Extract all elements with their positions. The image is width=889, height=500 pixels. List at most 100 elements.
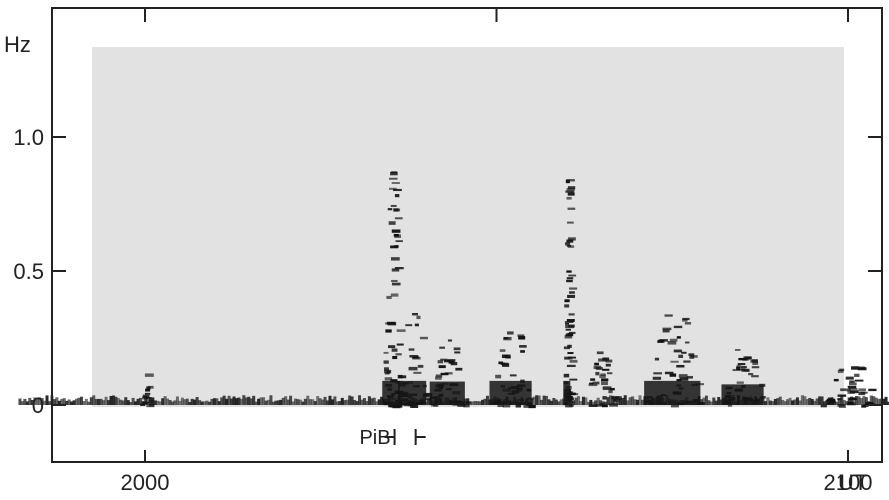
emission-mark — [605, 359, 613, 363]
baseline-mark — [60, 398, 64, 405]
baseline-mark — [23, 398, 27, 405]
spectrogram-background — [92, 47, 844, 407]
emission-mark — [676, 379, 682, 382]
baseline-mark — [621, 397, 625, 405]
baseline-mark — [276, 400, 280, 405]
baseline-mark — [840, 395, 844, 405]
baseline-mark — [786, 399, 790, 405]
baseline-mark — [805, 399, 809, 405]
emission-mark — [750, 360, 758, 363]
baseline-mark — [810, 398, 814, 405]
emission-mark — [385, 329, 392, 333]
emission-mark — [847, 390, 855, 394]
baseline-mark — [97, 398, 101, 405]
baseline-mark — [252, 395, 256, 405]
baseline-mark — [264, 400, 268, 405]
baseline-mark — [820, 396, 824, 405]
baseline-mark — [313, 401, 317, 405]
emission-mark — [391, 268, 400, 272]
baseline-mark — [232, 396, 236, 405]
baseline-mark — [212, 398, 216, 405]
baseline-mark — [631, 396, 635, 405]
emission-mark — [145, 388, 151, 392]
emission-mark — [848, 382, 857, 386]
baseline-mark — [62, 398, 66, 405]
baseline-mark — [99, 398, 103, 405]
baseline-mark — [311, 399, 315, 405]
baseline-mark — [798, 400, 802, 405]
baseline-mark — [124, 397, 128, 405]
baseline-mark — [862, 396, 866, 405]
emission-mark — [413, 371, 422, 374]
baseline-mark — [257, 398, 261, 405]
baseline-mark — [640, 399, 644, 405]
emission-mark — [566, 319, 575, 322]
baseline-mark — [717, 397, 721, 405]
emission-mark — [664, 314, 673, 317]
baseline-mark — [377, 399, 381, 405]
emission-mark — [567, 237, 576, 241]
emission-mark — [520, 350, 525, 353]
baseline-mark — [714, 400, 718, 405]
baseline-mark — [766, 397, 770, 405]
baseline-mark — [771, 401, 775, 405]
baseline-mark — [362, 398, 366, 405]
baseline-mark — [274, 400, 278, 405]
baseline-mark — [84, 398, 88, 405]
baseline-mark — [628, 397, 632, 405]
emission-mark — [657, 339, 665, 343]
emission-mark — [865, 402, 873, 406]
emission-mark — [142, 394, 150, 398]
baseline-mark — [210, 398, 214, 405]
baseline-mark — [119, 399, 123, 405]
emission-mark — [567, 207, 576, 210]
emission-mark — [567, 186, 576, 190]
emission-mark — [566, 364, 576, 368]
baseline-mark — [864, 397, 868, 405]
baseline-mark — [111, 395, 115, 405]
emission-mark — [568, 404, 574, 407]
emission-mark — [669, 373, 677, 377]
baseline-mark — [604, 401, 608, 405]
emission-mark — [395, 353, 402, 356]
emission-mark — [515, 404, 522, 408]
emission-mark — [391, 282, 401, 286]
baseline-mark — [35, 398, 39, 405]
baseline-mark — [882, 398, 886, 405]
baseline-mark — [808, 397, 812, 405]
emission-mark — [383, 351, 389, 354]
baseline-mark — [200, 401, 204, 405]
baseline-mark — [33, 397, 37, 405]
emission-mark — [391, 182, 400, 184]
baseline-mark — [481, 399, 485, 405]
emission-mark — [737, 363, 746, 366]
baseline-mark — [776, 398, 780, 405]
y-tick-label: 0 — [32, 393, 44, 418]
emission-mark — [384, 377, 393, 381]
emission-mark — [507, 331, 514, 335]
emission-mark — [566, 179, 575, 182]
baseline-mark — [611, 395, 615, 405]
emission-dense-band — [489, 380, 532, 405]
baseline-mark — [702, 397, 706, 405]
baseline-mark — [79, 396, 83, 405]
emission-mark — [499, 349, 506, 352]
emission-mark — [388, 404, 393, 408]
emission-mark — [456, 404, 466, 407]
baseline-mark — [227, 395, 231, 405]
baseline-mark — [247, 396, 251, 405]
emission-mark — [394, 234, 401, 238]
baseline-mark — [872, 396, 876, 405]
baseline-mark — [18, 398, 22, 405]
emission-mark — [497, 404, 504, 408]
baseline-mark — [45, 395, 49, 405]
baseline-mark — [594, 400, 598, 405]
emission-mark — [391, 171, 398, 174]
emission-mark — [433, 403, 438, 407]
baseline-mark — [596, 397, 600, 405]
baseline-mark — [778, 396, 782, 405]
baseline-mark — [591, 401, 595, 405]
baseline-mark — [92, 395, 96, 405]
baseline-mark — [633, 399, 637, 405]
emission-mark — [454, 351, 461, 354]
